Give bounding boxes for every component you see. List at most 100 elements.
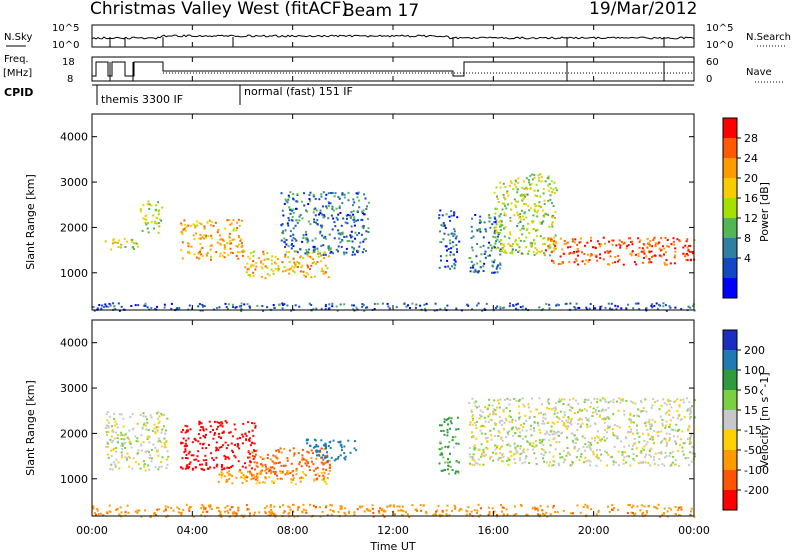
data-cell: [609, 250, 612, 253]
data-cell: [539, 235, 542, 238]
data-cell: [135, 440, 138, 443]
data-cell: [519, 504, 522, 506]
data-cell: [156, 430, 159, 433]
colorbar-tick-label: -200: [744, 484, 769, 497]
data-cell: [294, 224, 297, 227]
data-cell: [679, 399, 682, 402]
data-cell: [364, 249, 367, 252]
data-cell: [130, 446, 133, 449]
data-cell: [273, 461, 276, 464]
data-cell: [493, 413, 496, 415]
noise-tick-right-bottom: 10^0: [706, 40, 733, 51]
data-cell: [124, 514, 127, 517]
data-cell: [247, 450, 250, 452]
data-cell: [293, 261, 296, 264]
data-cell: [575, 442, 577, 445]
data-cell: [539, 431, 542, 434]
data-cell: [541, 403, 543, 406]
data-cell: [227, 511, 230, 514]
data-cell: [287, 216, 290, 219]
data-cell: [543, 242, 546, 245]
data-cell: [367, 231, 370, 234]
data-cell: [533, 189, 536, 192]
data-cell: [241, 482, 244, 484]
data-cell: [478, 463, 481, 466]
data-cell: [632, 504, 635, 507]
data-cell: [266, 457, 269, 459]
data-cell: [596, 435, 599, 438]
data-cell: [332, 439, 335, 442]
data-cell: [519, 194, 522, 197]
data-cell: [510, 245, 513, 248]
data-cell: [306, 264, 309, 267]
data-cell: [496, 207, 498, 210]
data-cell: [262, 263, 265, 266]
data-cell: [287, 505, 290, 508]
data-cell: [587, 440, 590, 443]
data-cell: [212, 437, 215, 440]
data-cell: [110, 441, 113, 444]
data-cell: [197, 440, 200, 443]
data-cell: [496, 305, 499, 308]
data-cell: [553, 433, 556, 436]
data-cell: [566, 447, 569, 449]
data-cell: [510, 428, 513, 431]
data-cell: [520, 193, 523, 196]
data-cell: [616, 425, 619, 428]
data-cell: [414, 306, 417, 309]
data-cell: [664, 424, 667, 427]
data-cell: [304, 275, 307, 278]
data-cell: [146, 227, 149, 230]
data-cell: [201, 468, 204, 471]
data-cell: [488, 510, 491, 513]
data-cell: [266, 258, 269, 261]
data-cell: [315, 443, 318, 446]
data-cell: [236, 251, 239, 253]
data-cell: [200, 507, 203, 510]
data-cell: [521, 233, 524, 236]
data-cell: [659, 304, 662, 307]
data-cell: [177, 511, 180, 514]
data-cell: [626, 245, 629, 248]
data-cell: [444, 445, 447, 448]
data-cell: [493, 221, 496, 224]
data-cell: [229, 431, 232, 434]
data-cell: [184, 467, 187, 470]
data-cell: [561, 248, 564, 251]
data-cell: [665, 420, 668, 423]
data-cell: [549, 237, 552, 240]
data-cell: [284, 269, 287, 272]
data-cell: [328, 469, 331, 472]
data-cell: [329, 465, 332, 468]
data-cell: [280, 239, 283, 242]
data-cell: [634, 512, 637, 515]
data-cell: [519, 239, 522, 242]
data-cell: [471, 249, 474, 252]
data-cell: [314, 467, 317, 470]
data-cell: [475, 437, 478, 440]
data-cell: [650, 447, 653, 450]
data-cell: [644, 456, 647, 459]
data-cell: [343, 511, 346, 514]
data-cell: [525, 236, 528, 239]
data-cell: [549, 194, 552, 197]
data-cell: [455, 470, 458, 473]
data-cell: [231, 474, 233, 477]
data-cell: [229, 247, 232, 250]
colorbar-tick-label: 100: [744, 364, 765, 377]
data-cell: [99, 512, 102, 515]
data-cell: [600, 410, 603, 413]
data-cell: [104, 240, 107, 243]
data-cell: [459, 507, 462, 510]
data-cell: [341, 233, 344, 236]
data-cell: [158, 439, 161, 442]
data-cell: [446, 249, 448, 252]
data-cell: [126, 504, 129, 507]
data-cell: [238, 251, 241, 254]
data-cell: [356, 219, 359, 222]
data-cell: [219, 512, 222, 515]
data-cell: [253, 442, 256, 445]
freq-unit-label: [MHz]: [3, 68, 32, 79]
data-cell: [187, 437, 190, 440]
data-cell: [609, 308, 612, 311]
